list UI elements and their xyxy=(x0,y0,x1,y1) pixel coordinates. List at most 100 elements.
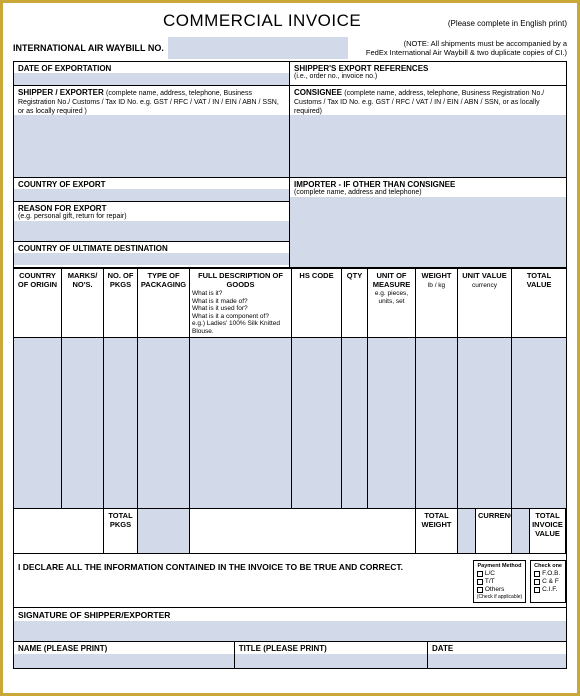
waybill-input[interactable] xyxy=(168,37,348,59)
waybill-row: INTERNATIONAL AIR WAYBILL NO. (NOTE: All… xyxy=(13,37,567,59)
checkbox-icon xyxy=(534,587,540,593)
pm-tt-label: T/T xyxy=(485,578,495,586)
checkbox-icon xyxy=(477,571,483,577)
importer-cell: IMPORTER - IF OTHER THAN CONSIGNEE (comp… xyxy=(290,178,566,267)
reason-export-input[interactable] xyxy=(14,221,289,241)
consignee-input[interactable] xyxy=(290,115,566,177)
co-fob-label: F.O.B. xyxy=(542,570,560,578)
consignee-cell: CONSIGNEE (complete name, address, telep… xyxy=(290,86,566,177)
total-pkgs-input[interactable] xyxy=(138,509,190,553)
importer-label: IMPORTER - IF OTHER THAN CONSIGNEE xyxy=(294,180,455,189)
left-stack: COUNTRY OF EXPORT REASON FOR EXPORT (e.g… xyxy=(14,178,290,267)
date-input[interactable] xyxy=(428,654,566,668)
signature-row: SIGNATURE OF SHIPPER/EXPORTER xyxy=(14,607,566,641)
export-ref-label: SHIPPER'S EXPORT REFERENCES xyxy=(294,64,428,73)
check-one-title: Check one xyxy=(534,563,562,569)
items-header-row: COUNTRY OF ORIGIN MARKS/ NO'S. NO. OF PK… xyxy=(14,267,566,338)
country-export-cell: COUNTRY OF EXPORT xyxy=(14,178,289,202)
waybill-note-l2: FedEx International Air Waybill & two du… xyxy=(366,48,567,57)
title-cell: TITLE (PLEASE PRINT) xyxy=(235,642,428,668)
col-qty: QTY xyxy=(342,269,368,337)
col-marks: MARKS/ NO'S. xyxy=(62,269,104,337)
please-complete-note: (Please complete in English print) xyxy=(448,19,567,28)
tot-blank5 xyxy=(342,509,368,553)
export-ref-cell: SHIPPER'S EXPORT REFERENCES (i.e., order… xyxy=(290,62,566,85)
cell-description[interactable] xyxy=(190,338,292,508)
col-description-label: FULL DESCRIPTION OF GOODS xyxy=(198,271,283,289)
col-unit-measure-sub: e.g. pieces, units, set xyxy=(370,290,413,305)
checkbox-icon xyxy=(534,571,540,577)
row-country-importer: COUNTRY OF EXPORT REASON FOR EXPORT (e.g… xyxy=(14,178,566,267)
cell-unit-value[interactable] xyxy=(458,338,512,508)
col-description-sub: What is it? What is it made of? What is … xyxy=(192,290,289,335)
country-export-label: COUNTRY OF EXPORT xyxy=(18,180,106,189)
payment-method-title: Payment Method xyxy=(477,563,522,569)
shipper-cell: SHIPPER / EXPORTER (complete name, addre… xyxy=(14,86,290,177)
pm-tt[interactable]: T/T xyxy=(477,578,522,586)
total-weight-label: TOTAL WEIGHT xyxy=(416,509,458,553)
checkbox-icon xyxy=(477,587,483,593)
country-export-input[interactable] xyxy=(14,189,289,201)
date-exportation-input[interactable] xyxy=(14,73,289,85)
total-pkgs-label: TOTAL PKGS xyxy=(104,509,138,553)
date-exportation-cell: DATE OF EXPORTATION xyxy=(14,62,290,85)
title-input[interactable] xyxy=(235,654,427,668)
tot-blank6 xyxy=(368,509,416,553)
totals-row: TOTAL PKGS TOTAL WEIGHT CURRENCY TOTAL I… xyxy=(14,508,566,553)
col-unit-measure: UNIT OF MEASURE e.g. pieces, units, set xyxy=(368,269,416,337)
name-title-date-row: NAME (PLEASE PRINT) TITLE (PLEASE PRINT)… xyxy=(14,641,566,668)
importer-sub: (complete name, address and telephone) xyxy=(290,189,566,197)
cell-hscode[interactable] xyxy=(292,338,342,508)
cell-total-value[interactable] xyxy=(512,338,566,508)
waybill-note-l1: (NOTE: All shipments must be accompanied… xyxy=(404,39,567,48)
date-label: DATE xyxy=(428,642,566,654)
cell-unit-measure[interactable] xyxy=(368,338,416,508)
col-unit-measure-label: UNIT OF MEASURE xyxy=(373,271,411,289)
pm-others[interactable]: Others xyxy=(477,586,522,594)
checkbox-icon xyxy=(534,579,540,585)
checkbox-icon xyxy=(477,579,483,585)
payment-boxes: Payment Method L/C T/T Others (Check if … xyxy=(473,560,566,603)
name-input[interactable] xyxy=(14,654,234,668)
col-unit-value-label: UNIT VALUE xyxy=(462,271,506,280)
tot-blank3 xyxy=(190,509,292,553)
currency-label: CURRENCY xyxy=(476,509,512,553)
cell-packaging[interactable] xyxy=(138,338,190,508)
total-weight-input[interactable] xyxy=(458,509,476,553)
pm-lc[interactable]: L/C xyxy=(477,570,522,578)
cell-country-origin[interactable] xyxy=(14,338,62,508)
name-cell: NAME (PLEASE PRINT) xyxy=(14,642,235,668)
header-row: COMMERCIAL INVOICE (Please complete in E… xyxy=(13,11,567,31)
col-description: FULL DESCRIPTION OF GOODS What is it? Wh… xyxy=(190,269,292,337)
col-hscode: HS CODE xyxy=(292,269,342,337)
col-weight-sub: lb / kg xyxy=(418,282,455,289)
reason-export-cell: REASON FOR EXPORT (e.g. personal gift, r… xyxy=(14,202,289,242)
total-invoice-label: TOTAL INVOICE VALUE xyxy=(530,509,566,553)
date-exportation-label: DATE OF EXPORTATION xyxy=(18,64,111,73)
col-unit-value-sub: currency xyxy=(460,282,509,289)
document-title: COMMERCIAL INVOICE xyxy=(163,11,361,31)
col-weight-label: WEIGHT xyxy=(422,271,452,280)
currency-input[interactable] xyxy=(512,509,530,553)
export-ref-sub: (i.e., order no., invoice no.) xyxy=(290,73,566,81)
declare-row: I DECLARE ALL THE INFORMATION CONTAINED … xyxy=(14,553,566,603)
country-ultimate-input[interactable] xyxy=(14,253,289,265)
col-unit-value: UNIT VALUE currency xyxy=(458,269,512,337)
col-no-pkgs: NO. OF PKGS xyxy=(104,269,138,337)
co-fob[interactable]: F.O.B. xyxy=(534,570,562,578)
shipper-input[interactable] xyxy=(14,115,289,177)
cell-no-pkgs[interactable] xyxy=(104,338,138,508)
name-label: NAME (PLEASE PRINT) xyxy=(14,642,234,654)
cell-qty[interactable] xyxy=(342,338,368,508)
pm-foot: (Check if applicable) xyxy=(477,594,522,600)
col-total-value: TOTAL VALUE xyxy=(512,269,566,337)
check-one-group: Check one F.O.B. C & F C.I.F. xyxy=(530,560,566,603)
shipper-label: SHIPPER / EXPORTER xyxy=(18,88,104,97)
co-cif[interactable]: C.I.F. xyxy=(534,586,562,594)
cell-marks[interactable] xyxy=(62,338,104,508)
importer-input[interactable] xyxy=(290,197,566,267)
co-cf-label: C & F xyxy=(542,578,559,586)
cell-weight[interactable] xyxy=(416,338,458,508)
co-cf[interactable]: C & F xyxy=(534,578,562,586)
signature-input[interactable] xyxy=(14,621,566,641)
